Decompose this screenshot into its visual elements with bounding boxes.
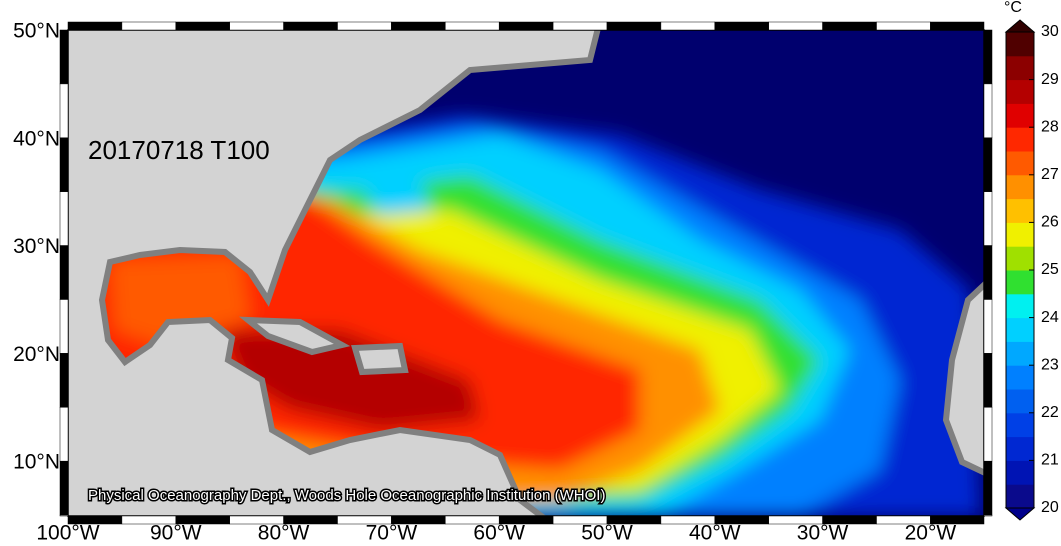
frame-band — [229, 21, 284, 31]
frame-band — [983, 299, 993, 354]
frame-band — [606, 21, 662, 31]
colorbar-tick-label: 21 — [1041, 452, 1059, 469]
lat-label: 20°N — [13, 343, 60, 366]
frame-band — [59, 299, 69, 354]
lat-label: 10°N — [13, 451, 60, 474]
colorbar-segment — [1006, 174, 1034, 200]
colorbar-segment — [1006, 32, 1034, 57]
lat-label: 40°N — [13, 127, 60, 150]
colorbar-tick-label: 24 — [1041, 309, 1059, 326]
colorbar-segment — [1006, 341, 1034, 366]
frame-band — [59, 191, 69, 246]
colorbar-tick-label: 26 — [1041, 214, 1059, 231]
frame-band — [983, 353, 993, 408]
lat-label: 50°N — [13, 20, 60, 43]
frame-band — [983, 137, 993, 192]
colorbar-tick-label: 23 — [1041, 356, 1059, 373]
lon-label: 30°W — [797, 522, 849, 545]
frame-band — [660, 21, 716, 31]
frame-band — [59, 29, 69, 85]
colorbar-tick-label: 20 — [1041, 499, 1059, 516]
colorbar-segment — [1006, 270, 1034, 295]
colorbar-segment — [1006, 412, 1034, 438]
colorbar-segment — [1006, 293, 1034, 319]
colorbar-tick-label: 22 — [1041, 404, 1059, 421]
colorbar-segment — [1006, 151, 1034, 176]
colorbar-segment — [1006, 222, 1034, 247]
colorbar-segment — [1006, 484, 1034, 509]
frame-band — [714, 21, 769, 31]
colorbar-tick-label: 27 — [1041, 166, 1059, 183]
frame-band — [59, 460, 69, 516]
colorbar-segment — [1006, 127, 1034, 152]
frame-band — [59, 514, 69, 517]
lon-label: 70°W — [366, 522, 418, 545]
colorbar-segment — [1006, 198, 1034, 223]
frame-band — [498, 21, 554, 31]
frame-band — [121, 21, 177, 31]
colorbar-arrow — [1004, 19, 1036, 33]
colorbar-segment — [1006, 365, 1034, 390]
land — [68, 30, 984, 516]
lon-label: 20°W — [905, 522, 957, 545]
lon-label: 60°W — [473, 522, 525, 545]
colorbar-segment — [1006, 460, 1034, 485]
frame-band — [552, 21, 608, 31]
colorbar-tick-label: 30 — [1041, 23, 1059, 40]
lon-label: 100°W — [36, 522, 99, 545]
frame-band — [59, 245, 69, 300]
frame-band — [59, 83, 69, 139]
colorbar-unit: °C — [1004, 0, 1022, 16]
frame-band — [337, 21, 392, 31]
colorbar-segment — [1006, 103, 1034, 128]
frame-band — [930, 515, 985, 525]
frame-band — [768, 21, 823, 31]
map-title: 20170718 T100 — [88, 135, 270, 165]
lon-label: 80°W — [258, 522, 310, 545]
frame-band — [930, 21, 985, 31]
frame-band — [59, 407, 69, 462]
frame-band — [175, 21, 230, 31]
colorbar-segment — [1006, 246, 1034, 271]
frame-band — [59, 137, 69, 192]
lon-label: 90°W — [150, 522, 202, 545]
colorbar-segment — [1006, 79, 1034, 104]
frame-band — [876, 21, 931, 31]
lat-label: 30°N — [13, 235, 60, 258]
credit: Physical Oceanography Dept., Woods Hole … — [88, 487, 605, 504]
frame-band — [983, 407, 993, 462]
frame-band — [59, 353, 69, 408]
colorbar-arrow — [1004, 507, 1036, 521]
frame-band — [983, 460, 993, 516]
colorbar-segment — [1006, 436, 1034, 461]
map-area: 20170718 T100 Physical Oceanography Dept… — [68, 30, 984, 516]
frame-band — [822, 21, 877, 31]
colorbar-segment — [1006, 317, 1034, 342]
colorbar-tick-label: 29 — [1041, 71, 1059, 88]
frame-band — [983, 191, 993, 246]
colorbar-segment — [1006, 389, 1034, 414]
frame-band — [983, 29, 993, 85]
frame-band — [391, 21, 446, 31]
lon-label: 50°W — [581, 522, 633, 545]
frame-band — [983, 83, 993, 139]
frame-band — [983, 245, 993, 300]
colorbar-tick-label: 28 — [1041, 118, 1059, 135]
lon-label: 40°W — [689, 522, 741, 545]
colorbar-segment — [1006, 55, 1034, 81]
colorbar-tick-label: 25 — [1041, 261, 1059, 278]
frame-band — [983, 514, 993, 517]
frame-band — [445, 21, 500, 31]
frame-band — [283, 21, 338, 31]
frame-band — [67, 21, 123, 31]
